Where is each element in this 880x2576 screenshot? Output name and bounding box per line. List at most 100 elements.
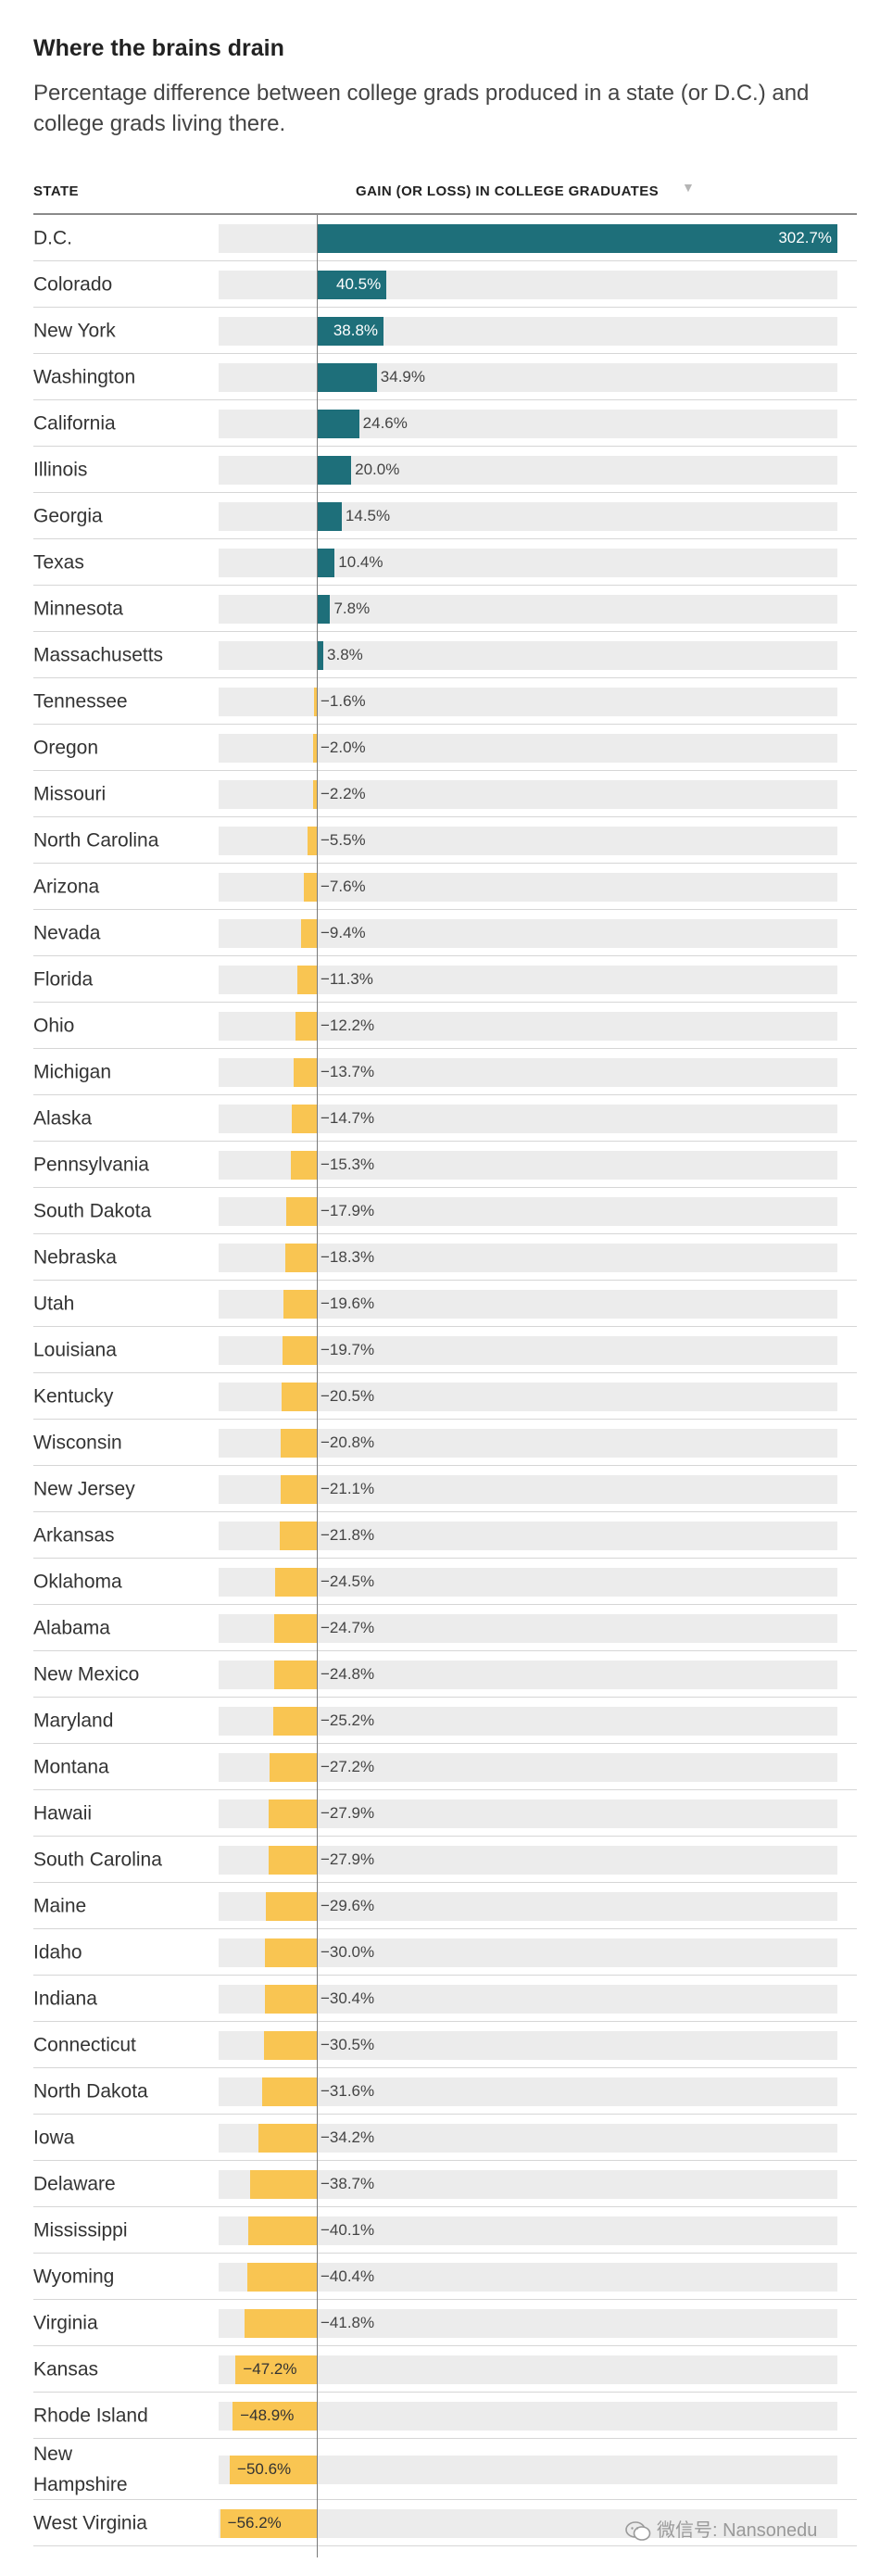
- table-row: Texas 10.4%: [0, 539, 880, 586]
- value-label: −31.6%: [321, 2082, 375, 2100]
- state-label: Alaska: [33, 1107, 93, 1130]
- row-divider: [33, 1836, 857, 1837]
- bar: [235, 2355, 317, 2384]
- value-label: −24.8%: [321, 1665, 375, 1683]
- table-row: New Hampshire −50.6%: [0, 2439, 880, 2500]
- bar: [297, 965, 317, 994]
- state-label: Maryland: [33, 1710, 114, 1732]
- row-divider: [33, 1048, 857, 1049]
- bar-track: [219, 640, 837, 670]
- state-label: Indiana: [33, 1988, 97, 2010]
- bar: [281, 1428, 317, 1458]
- bar: [317, 409, 359, 438]
- state-label: Utah: [33, 1293, 75, 1315]
- value-label: −40.4%: [321, 2267, 375, 2285]
- state-label: Louisiana: [33, 1339, 117, 1361]
- bar: [317, 316, 384, 346]
- row-divider: [33, 2299, 857, 2300]
- bar-track: [219, 1104, 837, 1133]
- bar-track: [219, 1938, 837, 1967]
- bar: [230, 2455, 317, 2484]
- row-divider: [33, 399, 857, 400]
- table-row: Pennsylvania −15.3%: [0, 1142, 880, 1188]
- state-label: New Mexico: [33, 1663, 140, 1686]
- bar: [265, 1938, 317, 1967]
- row-divider: [33, 1789, 857, 1790]
- bar: [303, 872, 317, 902]
- table-row: Michigan −13.7%: [0, 1049, 880, 1095]
- value-label: −18.3%: [321, 1248, 375, 1266]
- value-label: −24.7%: [321, 1619, 375, 1636]
- state-label: South Dakota: [33, 1200, 152, 1222]
- state-label: New Hampshire: [33, 2443, 128, 2495]
- row-divider: [33, 1743, 857, 1744]
- bar: [290, 1150, 317, 1180]
- row-divider: [33, 538, 857, 539]
- row-divider: [33, 2545, 857, 2546]
- value-label: −20.8%: [321, 1433, 375, 1451]
- column-header-state[interactable]: STATE: [33, 183, 79, 199]
- row-divider: [33, 863, 857, 864]
- row-divider: [33, 1187, 857, 1188]
- bar-track: [219, 362, 837, 392]
- bar-track: [219, 826, 837, 855]
- bar: [283, 1335, 317, 1365]
- bar: [264, 1984, 317, 2014]
- state-label: Alabama: [33, 1617, 110, 1639]
- table-row: Idaho −30.0%: [0, 1929, 880, 1976]
- state-label: Washington: [33, 366, 136, 388]
- row-divider: [33, 1233, 857, 1234]
- row-divider: [33, 955, 857, 956]
- bar: [314, 687, 317, 716]
- value-label: −12.2%: [321, 1017, 375, 1034]
- bar-track: [219, 1521, 837, 1550]
- column-header-gain[interactable]: GAIN (OR LOSS) IN COLLEGE GRADUATES: [356, 183, 660, 199]
- state-label: California: [33, 412, 116, 435]
- bar: [281, 1382, 317, 1411]
- row-divider: [33, 631, 857, 632]
- value-label: 14.5%: [345, 507, 391, 524]
- table-row: Alabama −24.7%: [0, 1605, 880, 1651]
- state-label: Arkansas: [33, 1524, 115, 1547]
- value-label: −27.9%: [321, 1850, 375, 1868]
- row-divider: [33, 1882, 857, 1883]
- value-label: −9.4%: [321, 924, 366, 941]
- table-row: Minnesota 7.8%: [0, 586, 880, 632]
- row-divider: [33, 1697, 857, 1698]
- bar-track: [219, 1660, 837, 1689]
- row-divider: [33, 2021, 857, 2022]
- watermark: 微信号: Nansonedu: [625, 2515, 817, 2542]
- row-divider: [33, 2392, 857, 2393]
- bar-track: [219, 1011, 837, 1041]
- row-divider: [33, 2253, 857, 2254]
- table-row: Wyoming −40.4%: [0, 2254, 880, 2300]
- bar-track: [219, 2262, 837, 2292]
- bar-track: [219, 1057, 837, 1087]
- value-label: −1.6%: [321, 692, 366, 710]
- value-label: −34.2%: [321, 2128, 375, 2146]
- table-row: Mississippi −40.1%: [0, 2207, 880, 2254]
- bar: [245, 2308, 317, 2338]
- bar-track: [219, 409, 837, 438]
- table-row: Delaware −38.7%: [0, 2161, 880, 2207]
- bar-track: [219, 1382, 837, 1411]
- bar: [300, 918, 317, 948]
- table-row: Tennessee −1.6%: [0, 678, 880, 725]
- row-divider: [33, 770, 857, 771]
- header-divider: [33, 213, 857, 215]
- table-row: Washington 34.9%: [0, 354, 880, 400]
- value-label: −40.1%: [321, 2221, 375, 2239]
- bar-track: [219, 1150, 837, 1180]
- sort-descending-icon[interactable]: ▼: [682, 180, 695, 195]
- value-label: −38.7%: [321, 2175, 375, 2192]
- bar-track: [219, 965, 837, 994]
- value-label: −21.1%: [321, 1480, 375, 1497]
- state-label: Illinois: [33, 459, 88, 481]
- bar-track: [219, 2216, 837, 2245]
- bar-track: [219, 1335, 837, 1365]
- table-row: Illinois 20.0%: [0, 447, 880, 493]
- state-label: Michigan: [33, 1061, 112, 1083]
- value-label: −24.5%: [321, 1572, 375, 1590]
- watermark-text: 微信号: Nansonedu: [657, 2520, 818, 2541]
- bar: [293, 1057, 317, 1087]
